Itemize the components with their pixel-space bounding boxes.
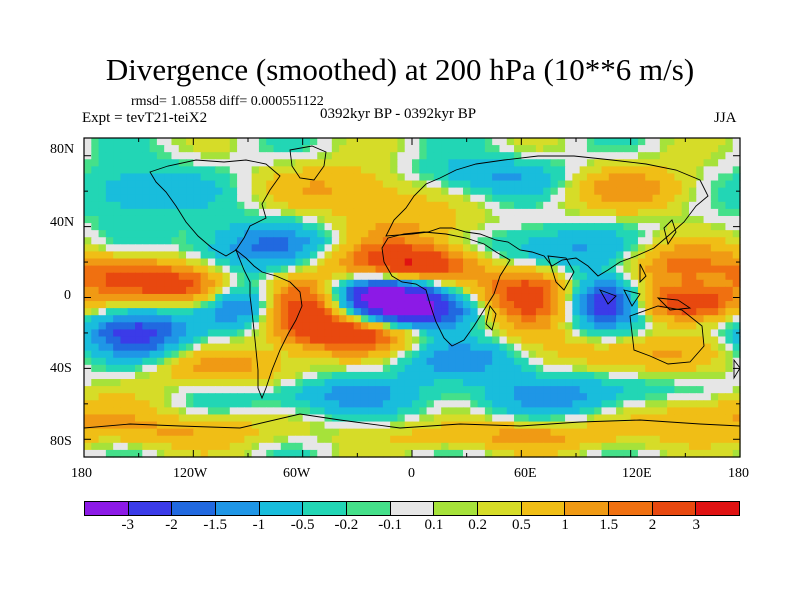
lon-tick-120w: 120W xyxy=(173,466,208,481)
colorbar-swatch xyxy=(609,502,653,515)
colorbar-swatch xyxy=(652,502,697,515)
colorbar-swatch xyxy=(216,502,260,515)
colorbar-swatch xyxy=(521,502,566,515)
colorbar-swatch xyxy=(390,502,435,515)
colorbar xyxy=(84,501,740,516)
colorbar-label: -3 xyxy=(121,517,134,533)
colorbar-label: 1 xyxy=(561,517,569,533)
colorbar-label: -1 xyxy=(252,517,266,533)
lat-tick-0: 0 xyxy=(64,288,71,303)
colorbar-swatch xyxy=(128,502,173,515)
figure-title: Divergence (smoothed) at 200 hPa (10**6 … xyxy=(105,52,695,87)
season-label: JJA xyxy=(714,110,737,126)
colorbar-swatch xyxy=(478,502,522,515)
colorbar-label: -0.1 xyxy=(378,517,402,533)
colorbar-label: 0.1 xyxy=(424,517,444,533)
colorbar-swatch xyxy=(303,502,348,515)
colorbar-swatch xyxy=(259,502,304,515)
lon-tick-0: 0 xyxy=(408,466,415,481)
lon-tick-60w: 60W xyxy=(283,466,311,481)
colorbar-label: 0.5 xyxy=(511,517,531,533)
lon-tick-180e: 180 xyxy=(728,466,749,481)
colorbar-label: -0.5 xyxy=(290,517,315,533)
lon-tick-60e: 60E xyxy=(514,466,537,481)
colorbar-label: -1.5 xyxy=(203,517,228,533)
lat-tick-80s: 80S xyxy=(50,434,72,449)
colorbar-swatch xyxy=(85,502,129,515)
colorbar-label: 2 xyxy=(648,517,657,533)
lat-tick-40n: 40N xyxy=(50,215,75,230)
colorbar-label: 0.2 xyxy=(468,517,487,533)
colorbar-label: 3 xyxy=(692,517,701,533)
colorbar-swatch xyxy=(347,502,391,515)
rmsd-stats: rmsd= 1.08558 diff= 0.000551122 xyxy=(131,94,324,109)
coastlines xyxy=(83,145,741,429)
colorbar-label: -2 xyxy=(165,517,178,533)
experiment-label: Expt = tevT21-teiX2 xyxy=(82,110,208,126)
divergence-field xyxy=(84,138,741,458)
period-label: 0392kyr BP - 0392kyr BP xyxy=(320,106,477,122)
colorbar-label: 1.5 xyxy=(599,517,619,533)
colorbar-label: -0.2 xyxy=(334,517,359,533)
colorbar-swatch xyxy=(565,502,610,515)
colorbar-swatch xyxy=(172,502,217,515)
axis-tick-marks xyxy=(83,138,741,457)
colorbar-swatch xyxy=(696,502,740,515)
lon-tick-180w: 180 xyxy=(71,466,92,481)
lon-tick-120e: 120E xyxy=(622,466,652,481)
lat-tick-40s: 40S xyxy=(50,361,72,376)
colorbar-swatch xyxy=(434,502,479,515)
lat-tick-80n: 80N xyxy=(50,142,75,157)
